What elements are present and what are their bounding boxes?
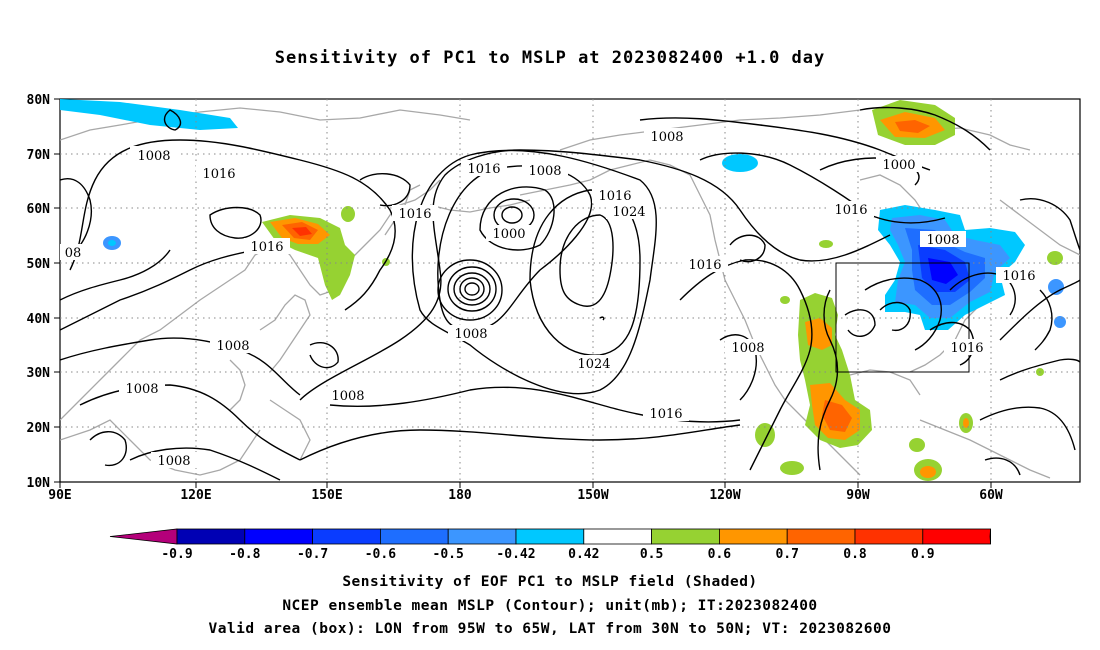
colorbar-label: -0.8 (229, 547, 260, 562)
lon-axis (59, 482, 992, 488)
colorbar-swatch (244, 528, 314, 545)
lat-label: 50N (27, 257, 51, 272)
colorbar-label: -0.6 (365, 547, 396, 562)
valid-area-box (835, 262, 970, 373)
contour-label: 1016 (950, 341, 983, 356)
lat-label: 80N (27, 93, 51, 108)
colorbar-label: 0.5 (640, 547, 663, 562)
colorbar-high-arrow (989, 528, 991, 545)
lat-label: 40N (27, 312, 51, 327)
lon-label: 180 (448, 488, 472, 503)
lon-label: 150W (577, 488, 608, 503)
lat-label: 60N (27, 202, 51, 217)
lon-label: 90W (846, 488, 870, 503)
contour-label: 1008 (650, 130, 683, 145)
lat-label: 70N (27, 148, 51, 163)
colorbar-swatch (447, 528, 517, 545)
lat-label: 20N (27, 421, 51, 436)
contour-label: 1008 (157, 454, 190, 469)
caption-shaded: Sensitivity of EOF PC1 to MSLP field (Sh… (342, 574, 758, 590)
contour-label: 1016 (1002, 269, 1035, 284)
contour-label: 1016 (598, 189, 631, 204)
colorbar-swatch (515, 528, 585, 545)
colorbar-swatch (854, 528, 924, 545)
caption-contour: NCEP ensemble mean MSLP (Contour); unit(… (282, 598, 818, 614)
caption-valid-area: Valid area (box): LON from 95W to 65W, L… (208, 621, 892, 637)
lon-label: 120W (709, 488, 740, 503)
lat-label: 30N (27, 366, 51, 381)
contour-label: 1016 (834, 203, 867, 218)
colorbar-swatch (379, 528, 449, 545)
colorbar-swatch (176, 528, 246, 545)
contour-label: 1016 (250, 240, 283, 255)
contour-label: 1016 (398, 207, 431, 222)
contour-label: 1008 (125, 382, 158, 397)
colorbar-label: -0.42 (496, 547, 535, 562)
contour-label: 1000 (492, 227, 525, 242)
contour-label: 1016 (202, 167, 235, 182)
colorbar-label: 0.9 (911, 547, 934, 562)
lat-lon-grid (60, 99, 1080, 482)
contour-label: 1016 (649, 407, 682, 422)
colorbar: -0.9 -0.8 -0.7 -0.6 -0.5 -0.42 0.42 0.5 0.6 0.7 0.… (109, 528, 991, 562)
map-title: Sensitivity of PC1 to MSLP at 2023082400… (274, 48, 826, 68)
contour-label: 1008 (216, 339, 249, 354)
colorbar-swatch (312, 528, 381, 545)
lon-label: 120E (180, 488, 211, 503)
contour-label: 1000 (882, 158, 915, 173)
contour-label: 1008 (454, 327, 487, 342)
colorbar-label: 0.42 (568, 547, 599, 562)
contour-label: 1024 (612, 205, 645, 220)
lon-label: 150E (311, 488, 342, 503)
colorbar-label: -0.5 (433, 547, 464, 562)
colorbar-swatch (651, 528, 720, 545)
lat-axis (54, 98, 60, 483)
colorbar-label: 0.7 (775, 547, 798, 562)
colorbar-label: 0.6 (708, 547, 732, 562)
contour-label: 08 (65, 246, 82, 261)
colorbar-label: -0.7 (297, 547, 328, 562)
contour-label: 1008 (528, 164, 561, 179)
contour-label: 1008 (331, 389, 364, 404)
contour-label: 1008 (731, 341, 764, 356)
colorbar-label: 0.8 (843, 547, 867, 562)
lon-label: 60W (979, 488, 1003, 503)
contour-label: 1024 (577, 357, 610, 372)
contour-labels: 1008 1016 1016 1008 1016 1016 1008 1000 … (60, 128, 1042, 469)
colorbar-swatch (786, 528, 856, 545)
colorbar-swatch (719, 528, 788, 545)
lon-label: 90E (48, 488, 71, 503)
contour-label: 1016 (467, 162, 500, 177)
colorbar-swatch (922, 528, 991, 545)
contour-label: 1016 (688, 258, 721, 273)
colorbar-label: -0.9 (161, 547, 192, 562)
colorbar-swatch (583, 528, 652, 545)
lat-label: 10N (27, 476, 51, 491)
contour-label: 1008 (926, 233, 959, 248)
colorbar-low-arrow (109, 528, 178, 545)
contour-label: 1008 (137, 149, 170, 164)
